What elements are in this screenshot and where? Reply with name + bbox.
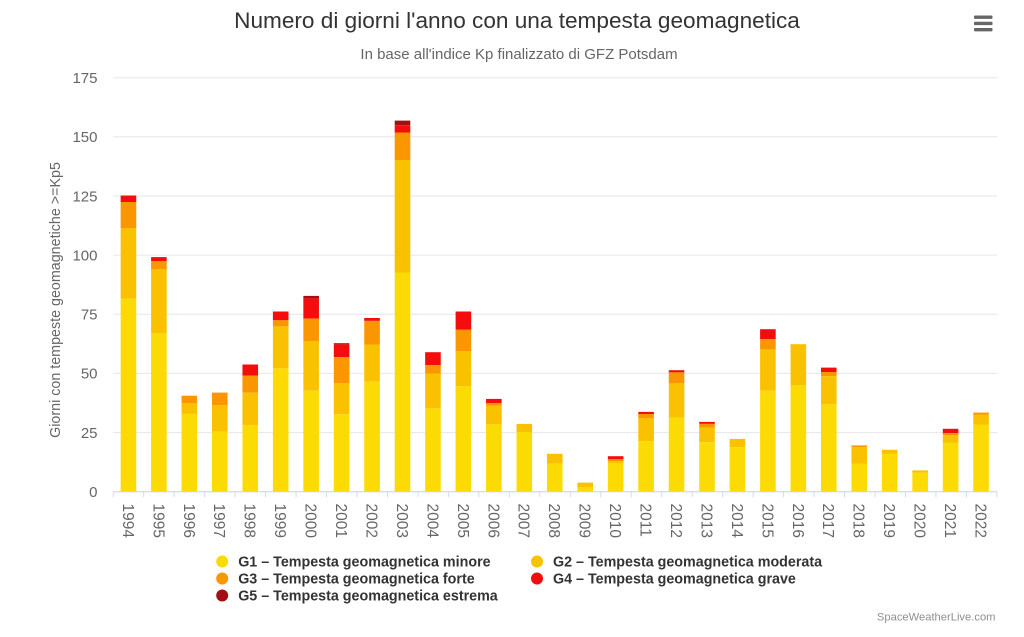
svg-text:100: 100 <box>72 247 97 264</box>
svg-text:125: 125 <box>72 188 97 205</box>
svg-text:2015: 2015 <box>758 504 775 538</box>
svg-text:1996: 1996 <box>180 504 197 538</box>
svg-text:2017: 2017 <box>819 504 836 538</box>
svg-text:In base all'indice Kp finalizz: In base all'indice Kp finalizzato di GFZ… <box>360 46 677 63</box>
svg-text:2013: 2013 <box>697 504 714 538</box>
svg-text:175: 175 <box>72 70 97 87</box>
svg-text:50: 50 <box>81 366 98 383</box>
svg-text:SpaceWeatherLive.com: SpaceWeatherLive.com <box>877 612 996 624</box>
svg-text:2011: 2011 <box>637 504 654 537</box>
svg-text:2008: 2008 <box>545 504 562 538</box>
svg-text:1998: 1998 <box>241 504 258 538</box>
svg-text:2007: 2007 <box>515 504 532 538</box>
svg-text:2001: 2001 <box>332 504 349 538</box>
svg-text:Numero di giorni l'anno con un: Numero di giorni l'anno con una tempesta… <box>234 8 800 33</box>
svg-text:2003: 2003 <box>393 504 410 538</box>
svg-text:2012: 2012 <box>667 504 684 538</box>
svg-text:2000: 2000 <box>302 504 319 539</box>
svg-text:G3 – Tempesta geomagnetica for: G3 – Tempesta geomagnetica forte <box>238 572 475 588</box>
svg-text:0: 0 <box>89 484 97 501</box>
svg-text:2005: 2005 <box>454 504 471 538</box>
svg-text:2014: 2014 <box>728 504 745 539</box>
svg-text:G4 – Tempesta geomagnetica gra: G4 – Tempesta geomagnetica grave <box>553 572 796 588</box>
svg-text:2019: 2019 <box>880 504 897 538</box>
svg-text:2002: 2002 <box>362 504 379 538</box>
svg-text:2022: 2022 <box>971 504 988 538</box>
svg-text:G5 – Tempesta geomagnetica est: G5 – Tempesta geomagnetica estrema <box>238 589 499 605</box>
svg-text:Giorni con tempeste geomagneti: Giorni con tempeste geomagnetiche >=Kp5 <box>48 162 64 438</box>
svg-text:2021: 2021 <box>941 504 958 538</box>
svg-text:75: 75 <box>81 307 98 324</box>
svg-text:25: 25 <box>81 425 98 442</box>
svg-text:1997: 1997 <box>210 504 227 538</box>
svg-text:2018: 2018 <box>850 504 867 538</box>
svg-text:1995: 1995 <box>149 504 166 538</box>
svg-text:2010: 2010 <box>606 504 623 539</box>
svg-text:2004: 2004 <box>423 504 440 539</box>
svg-text:150: 150 <box>72 129 97 146</box>
svg-text:2009: 2009 <box>576 504 593 538</box>
svg-text:2016: 2016 <box>789 504 806 538</box>
svg-text:1999: 1999 <box>271 504 288 538</box>
svg-text:G2 – Tempesta geomagnetica mod: G2 – Tempesta geomagnetica moderata <box>553 555 823 571</box>
svg-text:1994: 1994 <box>119 504 136 539</box>
svg-text:G1 – Tempesta geomagnetica min: G1 – Tempesta geomagnetica minore <box>238 555 490 571</box>
svg-text:2020: 2020 <box>911 504 928 539</box>
svg-text:2006: 2006 <box>484 504 501 538</box>
